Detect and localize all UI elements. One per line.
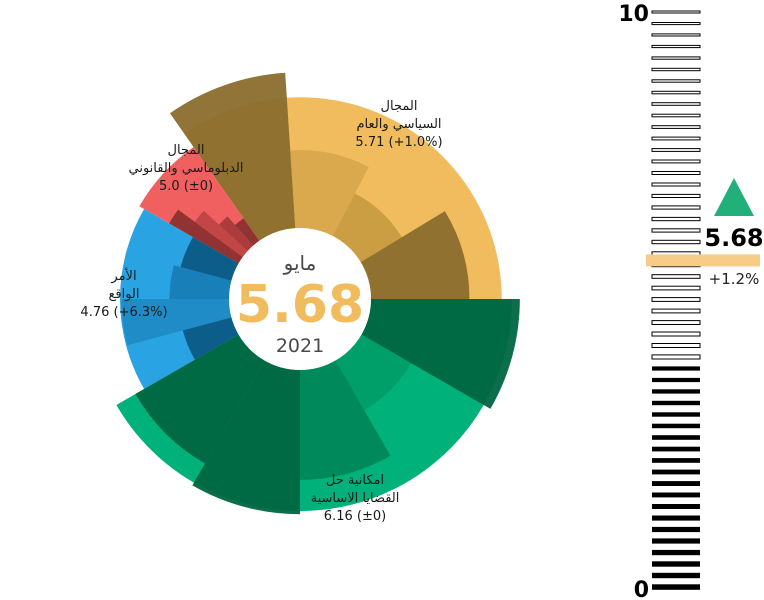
gauge-tick — [652, 572, 700, 579]
gauge-tick — [652, 389, 700, 394]
segment-label-core-issues-line1: امكانية حل — [326, 473, 384, 488]
scale-gauge: 10 0 5.68 +1.2% — [618, 2, 763, 600]
gauge-ticks — [651, 10, 701, 590]
gauge-tick — [651, 354, 701, 360]
gauge-tick — [652, 561, 700, 567]
subindicator-political-1 — [169, 72, 296, 241]
gauge-tick — [652, 492, 700, 498]
gauge-tick — [652, 469, 700, 475]
gauge-tick — [651, 67, 701, 72]
segment-label-reality-line3: 4.76 (+6.3%) — [80, 305, 167, 320]
gauge-tick — [652, 538, 700, 544]
subindicator-diplomatic-2 — [194, 210, 248, 258]
subindicator-core-issues-2 — [335, 334, 412, 411]
gauge-tick — [652, 366, 700, 371]
gauge-tick — [652, 549, 700, 556]
gauge-tick — [652, 526, 700, 533]
segment-label-reality-line1: الأمر — [110, 267, 136, 284]
segment-label-core-issues-line2: القضايا الاساسية — [311, 491, 400, 506]
subindicator-core-issues-4 — [192, 360, 300, 515]
center-year: 2021 — [276, 335, 324, 357]
gauge-tick — [652, 377, 700, 383]
segment-label-political-line3: 5.71 (+1.0%) — [355, 135, 442, 150]
gauge-tick — [652, 584, 700, 590]
center-value: 5.68 — [236, 275, 364, 335]
gauge-tick — [651, 285, 701, 291]
subindicator-core-issues-3 — [300, 360, 391, 480]
gauge-tick — [651, 320, 701, 326]
up-arrow-icon — [714, 178, 754, 216]
center-circle — [229, 228, 371, 370]
gauge-tick — [652, 481, 700, 486]
gauge-tick — [651, 182, 701, 187]
subindicator-core-issues-5 — [135, 334, 265, 464]
gauge-tick — [651, 125, 701, 129]
gauge-value-marker — [646, 254, 760, 267]
gauge-tick — [651, 297, 701, 302]
gauge-tick — [651, 205, 701, 210]
gauge-tick — [651, 56, 701, 60]
gauge-tick — [651, 10, 701, 14]
gauge-change: +1.2% — [709, 270, 760, 288]
segment-label-diplomatic-line3: 5.0 (±0) — [159, 179, 213, 194]
scale-max-label: 10 — [618, 2, 649, 27]
subindicator-political-4 — [360, 211, 470, 299]
segment-label-reality-line2: الواقع — [108, 287, 139, 302]
gauge-tick — [651, 193, 701, 198]
subindicator-reality-3 — [169, 265, 232, 299]
gauge-tick — [651, 343, 701, 348]
gauge-tick — [652, 515, 700, 521]
gauge-tick — [651, 308, 701, 314]
gauge-tick — [651, 274, 701, 279]
gauge-tick — [651, 136, 701, 141]
segment-label-political-line2: السياسي والعام — [356, 117, 441, 132]
segment-labels: المجال السياسي والعام 5.71 (+1.0%) المجال ال… — [80, 99, 442, 524]
gauge-tick — [651, 44, 701, 49]
gauge-tick — [651, 228, 701, 233]
gauge-tick — [651, 171, 701, 175]
segment-label-core-issues-line3: 6.16 (±0) — [324, 509, 386, 524]
gauge-tick — [651, 159, 701, 164]
gauge-tick — [651, 331, 701, 337]
gauge-tick — [652, 504, 700, 509]
segment-label-diplomatic-line2: الدبلوماسي والقانوني — [129, 161, 244, 176]
chart-segments — [116, 72, 520, 515]
gauge-tick — [652, 423, 700, 429]
gauge-tick — [651, 79, 701, 83]
gauge-tick — [651, 148, 701, 152]
gauge-tick — [652, 400, 700, 406]
segment-label-political-line1: المجال — [381, 99, 418, 114]
subindicator-diplomatic-3 — [218, 216, 254, 252]
gauge-tick — [651, 90, 701, 95]
gauge-tick — [652, 446, 700, 452]
gauge-tick — [651, 239, 701, 245]
subindicator-political-2 — [290, 150, 369, 237]
segment-label-diplomatic-line1: المجال — [168, 143, 205, 158]
subindicator-diplomatic-1 — [169, 209, 243, 264]
gauge-value: 5.68 — [704, 224, 763, 252]
gauge-tick — [652, 412, 700, 417]
subindicator-reality-2 — [121, 299, 232, 346]
subindicator-political-3 — [332, 193, 402, 263]
gauge-tick — [651, 22, 701, 26]
gauge-tick — [652, 458, 700, 463]
subindicator-reality-1 — [182, 317, 239, 360]
scale-min-label: 0 — [634, 578, 649, 600]
gauge-tick — [651, 216, 701, 222]
gauge-tick — [651, 113, 701, 118]
subindicator-core-issues-1 — [361, 299, 520, 409]
gauge-tick — [652, 435, 700, 440]
subindicator-reality-4 — [180, 237, 239, 281]
gauge-tick — [651, 102, 701, 106]
center-month: مايو — [283, 251, 317, 275]
subindicator-diplomatic-4 — [235, 218, 260, 246]
gauge-tick — [651, 33, 701, 37]
